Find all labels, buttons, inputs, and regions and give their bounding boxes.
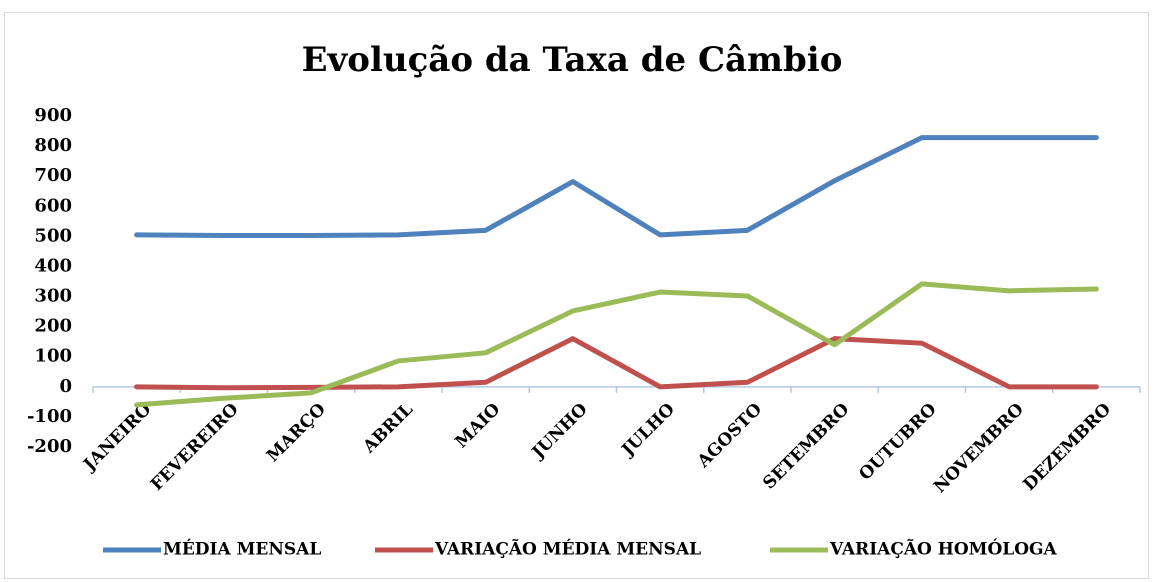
legend-label: MÉDIA MENSAL [163,539,321,560]
y-tick-label: 0 [59,376,72,397]
y-tick-label: 300 [34,286,72,307]
series-line [134,281,1099,408]
series-line [134,135,1099,238]
y-tick-label: 600 [34,195,72,216]
y-tick-label: -200 [27,436,72,457]
y-tick-label: 100 [34,346,72,367]
y-tick-label: -100 [27,406,72,427]
legend-label: VARIAÇÃO HOMÓLOGA [829,538,1058,560]
legend-label: VARIAÇÃO MÉDIA MENSAL [434,538,701,560]
chart-title: Evolução da Taxa de Câmbio [302,40,843,80]
y-tick-label: 500 [34,225,72,246]
series-line [134,336,1099,391]
chart-border [4,12,1149,579]
y-tick-label: 800 [34,135,72,156]
y-tick-label: 900 [34,105,72,126]
y-tick-label: 400 [34,255,72,276]
y-tick-label: 200 [34,316,72,337]
y-tick-label: 700 [34,165,72,186]
